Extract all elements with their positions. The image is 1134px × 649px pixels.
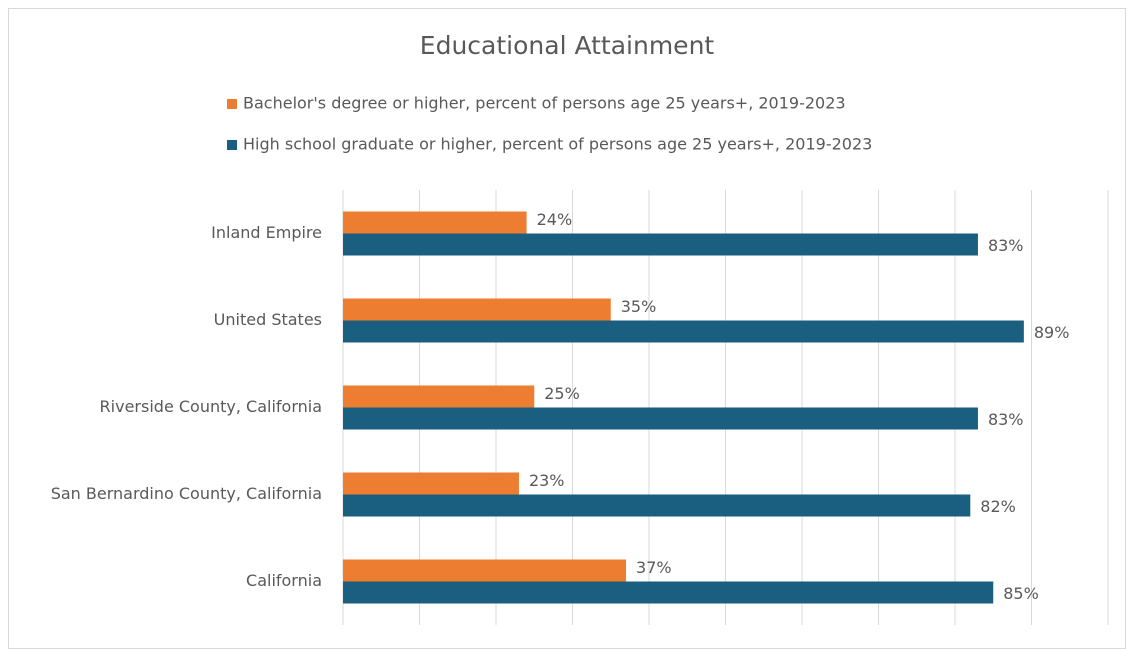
y-tick-label: Riverside County, California — [100, 397, 322, 416]
bar — [343, 385, 535, 408]
bar — [343, 581, 994, 604]
data-label: 37% — [636, 558, 672, 577]
data-label: 25% — [544, 384, 580, 403]
legend-label: Bachelor's degree or higher, percent of … — [243, 94, 846, 113]
data-label: 24% — [537, 210, 573, 229]
legend-swatch — [227, 140, 237, 150]
data-label: 83% — [988, 410, 1024, 429]
y-tick-label: California — [246, 571, 322, 590]
legend-swatch — [227, 99, 237, 109]
legend-label: High school graduate or higher, percent … — [243, 135, 872, 154]
bar — [343, 559, 627, 582]
chart-title: Educational Attainment — [420, 31, 715, 60]
bar — [343, 407, 978, 430]
bar — [343, 494, 971, 517]
data-label: 85% — [1003, 584, 1039, 603]
data-label: 83% — [988, 236, 1024, 255]
y-tick-label: Inland Empire — [211, 223, 322, 242]
data-label: 89% — [1034, 323, 1070, 342]
data-label: 35% — [621, 297, 657, 316]
y-tick-label: San Bernardino County, California — [51, 484, 322, 503]
y-tick-label: United States — [214, 310, 322, 329]
bar — [343, 472, 519, 495]
data-label: 82% — [980, 497, 1016, 516]
bar — [343, 298, 611, 321]
data-label: 23% — [529, 471, 565, 490]
bar — [343, 320, 1024, 343]
bar — [343, 233, 978, 256]
bar — [343, 211, 527, 234]
